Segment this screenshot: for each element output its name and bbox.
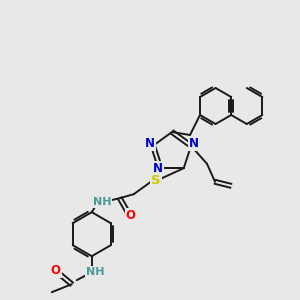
Text: N: N — [145, 137, 155, 150]
Text: O: O — [126, 209, 136, 222]
Text: NH: NH — [92, 197, 111, 207]
Text: N: N — [189, 137, 199, 150]
Text: O: O — [51, 264, 61, 277]
Text: NH: NH — [85, 267, 104, 277]
Text: S: S — [151, 174, 160, 187]
Text: N: N — [153, 162, 163, 175]
